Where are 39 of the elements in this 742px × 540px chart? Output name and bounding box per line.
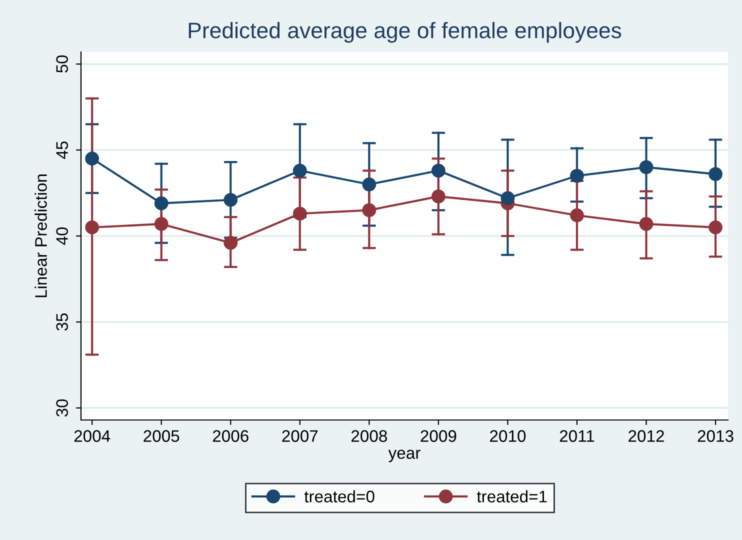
y-axis-title: Linear Prediction	[34, 174, 47, 298]
legend-label: treated=0	[304, 490, 374, 502]
y-tick-label: 45	[56, 141, 68, 159]
point	[639, 217, 654, 231]
point	[154, 196, 168, 210]
point	[292, 206, 307, 221]
x-tick-label: 2005	[144, 430, 180, 442]
x-tick-label: 2010	[490, 430, 526, 442]
x-axis-title: year	[388, 450, 420, 462]
point	[432, 164, 446, 178]
point	[362, 177, 376, 192]
x-tick-label: 2007	[282, 430, 318, 442]
point	[224, 236, 238, 250]
point	[708, 167, 722, 182]
x-tick-label: 2006	[212, 430, 248, 442]
x-tick-label: 2008	[351, 430, 387, 442]
legend-label: treated=1	[476, 490, 547, 502]
point	[432, 190, 446, 204]
chart-title: Predicted average age of female employees	[188, 22, 622, 43]
point	[362, 203, 376, 218]
x-tick-label: 2004	[74, 430, 110, 442]
x-tick-label: 2013	[698, 430, 734, 442]
y-tick-label: 40	[56, 227, 68, 245]
point	[85, 152, 100, 166]
x-tick-label: 2011	[560, 430, 594, 442]
point	[154, 217, 168, 231]
point	[570, 168, 584, 183]
point	[224, 192, 238, 207]
x-tick-label: 2009	[420, 430, 456, 442]
point	[708, 220, 722, 234]
point	[85, 220, 100, 234]
y-tick-label: 35	[56, 313, 68, 331]
point	[292, 164, 307, 178]
y-tick-label: 30	[56, 399, 68, 417]
point	[570, 208, 584, 222]
y-tick-label: 50	[56, 55, 68, 73]
x-tick-label: 2012	[628, 430, 664, 442]
point	[500, 191, 515, 206]
point	[639, 160, 654, 174]
